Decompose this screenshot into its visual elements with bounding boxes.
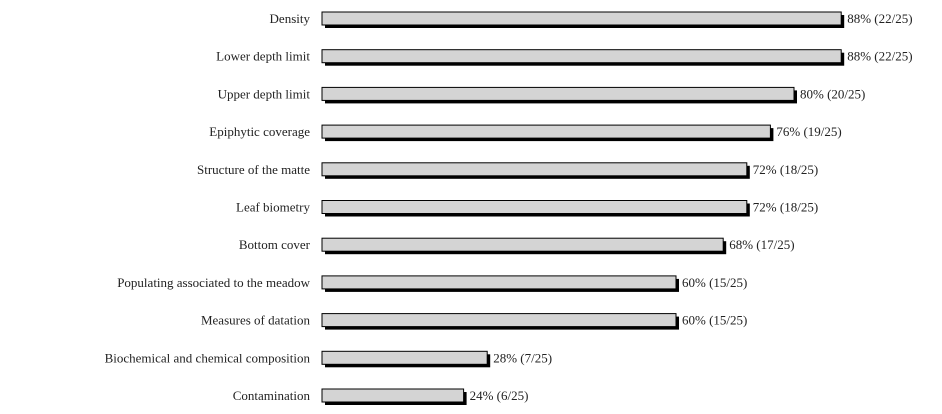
category-label: Measures of datation xyxy=(201,313,311,328)
category-label: Structure of the matte xyxy=(197,162,310,177)
value-label: 72% (18/25) xyxy=(753,162,818,177)
value-label: 88% (22/25) xyxy=(847,49,912,64)
category-label: Epiphytic coverage xyxy=(209,124,310,139)
value-label: 60% (15/25) xyxy=(682,275,747,290)
category-label: Contamination xyxy=(233,388,311,403)
bar xyxy=(321,388,465,403)
category-label: Populating associated to the meadow xyxy=(117,275,310,290)
value-label: 80% (20/25) xyxy=(800,86,865,101)
category-label: Bottom cover xyxy=(239,237,311,252)
category-label: Upper depth limit xyxy=(218,86,311,101)
bar xyxy=(321,350,488,365)
category-label: Biochemical and chemical composition xyxy=(105,350,311,365)
bar xyxy=(321,162,748,177)
value-label: 28% (7/25) xyxy=(493,350,552,365)
bar xyxy=(321,313,677,328)
category-label: Density xyxy=(270,11,311,26)
category-label: Lower depth limit xyxy=(216,49,310,64)
value-label: 76% (19/25) xyxy=(776,124,841,139)
bar xyxy=(321,237,724,252)
bar xyxy=(321,200,748,214)
bar xyxy=(321,86,795,101)
bar xyxy=(321,49,842,64)
value-label: 68% (17/25) xyxy=(729,237,794,252)
value-label: 60% (15/25) xyxy=(682,313,747,328)
value-label: 24% (6/25) xyxy=(470,388,529,403)
bar xyxy=(321,11,842,26)
value-label: 72% (18/25) xyxy=(753,200,818,215)
bar xyxy=(321,275,677,290)
category-label: Leaf biometry xyxy=(236,200,310,215)
bar xyxy=(321,124,771,139)
value-label: 88% (22/25) xyxy=(847,11,912,26)
